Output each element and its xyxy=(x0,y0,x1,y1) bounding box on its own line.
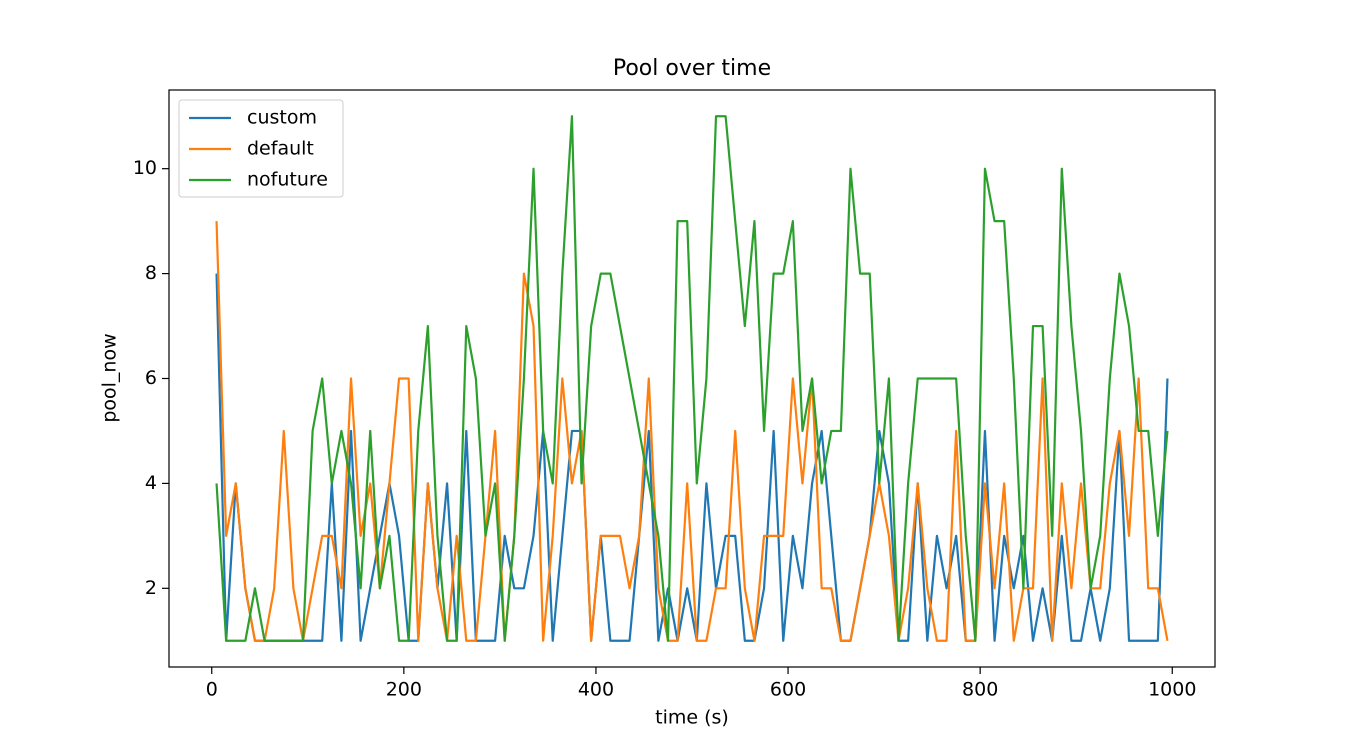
chart-title: Pool over time xyxy=(613,56,771,81)
y-tick-label: 4 xyxy=(145,472,157,494)
x-tick-label: 0 xyxy=(206,679,218,701)
x-axis-label: time (s) xyxy=(655,707,729,729)
line-series xyxy=(215,221,1169,642)
line-series xyxy=(215,115,1169,642)
y-tick-label: 2 xyxy=(145,577,157,599)
plot-frame xyxy=(168,89,1216,668)
x-tick-label: 800 xyxy=(962,679,998,701)
legend-label: nofuture xyxy=(247,169,328,191)
y-axis-label: pool_now xyxy=(99,333,121,422)
legend-label: default xyxy=(247,138,314,160)
y-tick-label: 10 xyxy=(133,157,157,179)
x-tick-label: 1000 xyxy=(1148,679,1196,701)
x-tick-label: 200 xyxy=(386,679,422,701)
legend-label: custom xyxy=(247,107,317,129)
y-tick-label: 8 xyxy=(145,262,157,284)
x-tick-label: 400 xyxy=(578,679,614,701)
legend-box xyxy=(178,99,344,198)
y-tick-label: 6 xyxy=(145,367,157,389)
x-tick-label: 600 xyxy=(770,679,806,701)
